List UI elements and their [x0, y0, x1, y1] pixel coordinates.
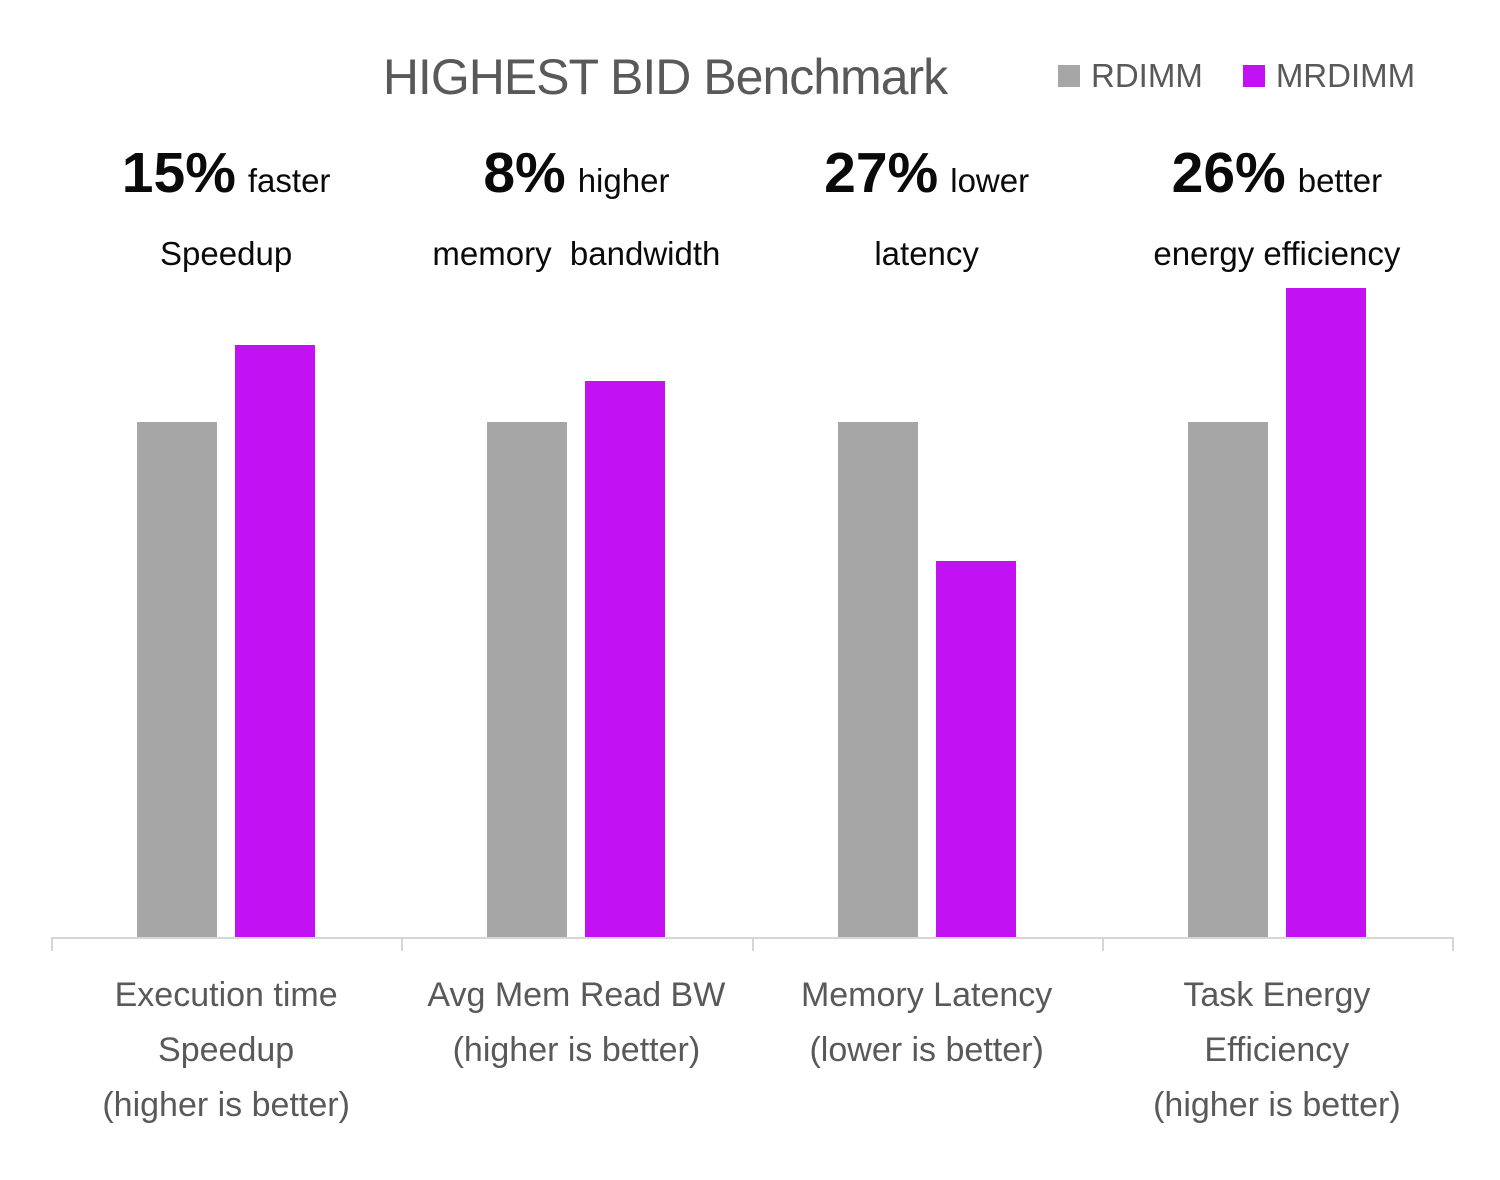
bar-rdimm-group-4	[1188, 422, 1268, 938]
legend-label: MRDIMM	[1275, 57, 1416, 94]
mrdimm-swatch-icon	[1242, 65, 1265, 87]
x-axis-tick	[401, 937, 403, 951]
annotation-suffix: better	[1297, 162, 1383, 199]
x-axis-label-line: Execution time	[114, 976, 338, 1014]
annotation-suffix: higher	[577, 162, 670, 199]
x-axis-label-line: Speedup	[158, 1031, 295, 1069]
x-axis-label-line: Memory Latency	[800, 976, 1053, 1014]
bar-mrdimm-group-3	[936, 561, 1016, 938]
annotation-headline: 8% higher	[366, 142, 786, 219]
bar-rdimm-group-2	[487, 422, 567, 938]
rdimm-swatch-icon	[1058, 65, 1080, 87]
x-axis-label-group-1: Execution time Speedup (higher is better)	[36, 968, 416, 1133]
x-axis-label-line: (lower is better)	[809, 1031, 1044, 1069]
legend: RDIMM MRDIMM	[1058, 57, 1415, 95]
legend-label: RDIMM	[1091, 57, 1203, 94]
x-axis-tick	[1452, 937, 1454, 951]
annotation-headline: 27% lower	[717, 142, 1137, 219]
x-axis-label-line: Avg Mem Read BW	[427, 976, 726, 1014]
annotation-percent: 26%	[1171, 141, 1286, 205]
x-axis-label-group-2: Avg Mem Read BW (higher is better)	[386, 968, 766, 1078]
x-axis-label-line: Task Energy	[1183, 976, 1371, 1014]
annotation-subline: energy efficiency	[1153, 235, 1401, 272]
annotation-headline: 26% better	[1067, 142, 1487, 219]
bar-mrdimm-group-2	[585, 381, 665, 938]
x-axis-tick	[752, 937, 754, 951]
annotation-percent: 27%	[824, 141, 939, 205]
legend-item-rdimm: RDIMM	[1058, 57, 1203, 95]
annotation-group-2: 8% higher memory bandwidth	[366, 142, 786, 273]
bar-rdimm-group-1	[137, 422, 217, 938]
annotation-group-1: 15% faster Speedup	[16, 142, 436, 273]
annotation-headline: 15% faster	[16, 142, 436, 219]
annotation-subline: latency	[874, 235, 979, 272]
bar-rdimm-group-3	[838, 422, 918, 938]
bar-mrdimm-group-4	[1286, 288, 1366, 938]
annotation-subline: Speedup	[160, 235, 293, 272]
annotation-subline: memory bandwidth	[432, 235, 721, 272]
x-axis-label-line: (higher is better)	[1153, 1086, 1401, 1124]
annotation-percent: 8%	[483, 141, 566, 205]
annotation-suffix: faster	[247, 162, 331, 199]
annotation-group-4: 26% better energy efficiency	[1067, 142, 1487, 273]
x-axis-label-line: Efficiency	[1204, 1031, 1350, 1069]
x-axis-label-line: (higher is better)	[452, 1031, 701, 1069]
x-axis-label-group-4: Task Energy Efficiency (higher is better)	[1087, 968, 1467, 1133]
x-axis-label-line: (higher is better)	[102, 1086, 350, 1124]
annotation-group-3: 27% lower latency	[717, 142, 1137, 273]
annotation-suffix: lower	[950, 162, 1030, 199]
annotation-percent: 15%	[121, 141, 236, 205]
x-axis-tick	[51, 937, 53, 951]
chart-title: HIGHEST BID Benchmark	[382, 49, 948, 105]
legend-item-mrdimm: MRDIMM	[1242, 57, 1416, 95]
x-axis-line	[51, 937, 1452, 939]
x-axis-tick	[1102, 937, 1104, 951]
x-axis-label-group-3: Memory Latency (lower is better)	[737, 968, 1117, 1078]
bar-mrdimm-group-1	[235, 345, 315, 938]
